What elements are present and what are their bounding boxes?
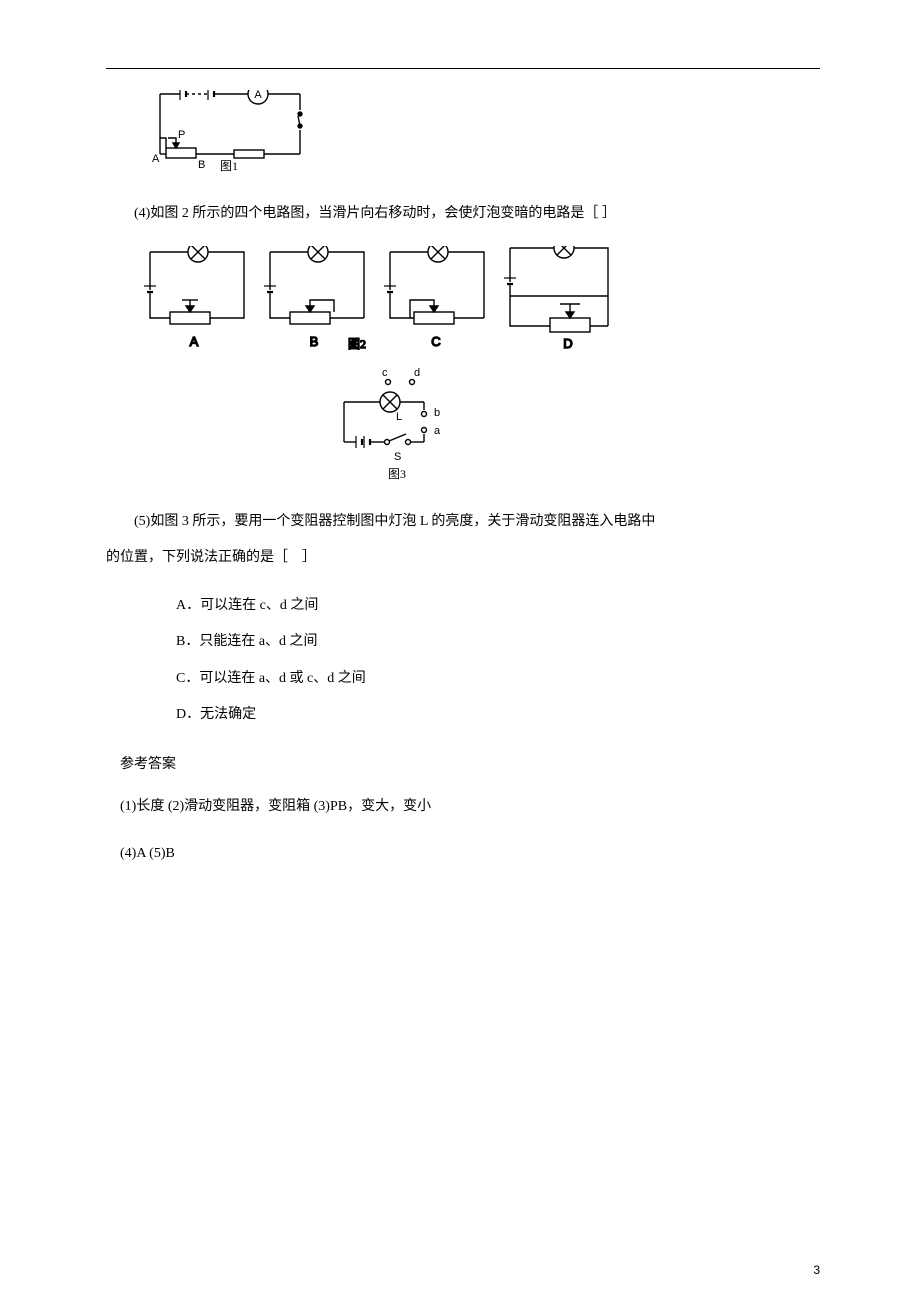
- fig2-D: D: [563, 336, 572, 351]
- fig1-A: A: [152, 153, 160, 165]
- option-D: D．无法确定: [176, 697, 820, 733]
- ammeter-label: A: [254, 90, 262, 101]
- figure-2: A B 图2: [144, 246, 820, 356]
- q4-text: (4)如图 2 所示的四个电路图，当滑片向右移动时，会使灯泡变暗的电路是［ ］: [106, 200, 820, 228]
- fig2-C: C: [431, 334, 440, 349]
- option-C: C．可以连在 a、d 或 c、d 之间: [176, 661, 820, 697]
- option-A: A．可以连在 c、d 之间: [176, 588, 820, 624]
- answers-heading: 参考答案: [120, 754, 820, 776]
- page-number: 3: [813, 1261, 820, 1280]
- options-block: A．可以连在 c、d 之间 B．只能连在 a、d 之间 C．可以连在 a、d 或…: [176, 588, 820, 734]
- fig1-P: P: [178, 129, 185, 141]
- q5-line2: 的位置，下列说法正确的是［ ］: [106, 544, 820, 572]
- fig2-caption: 图2: [348, 337, 366, 351]
- fig2-B: B: [310, 334, 319, 349]
- q5-line1: (5)如图 3 所示，要用一个变阻器控制图中灯泡 L 的亮度，关于滑动变阻器连入…: [106, 508, 820, 536]
- fig3-a: a: [434, 425, 441, 437]
- answers-line1: (1)长度 (2)滑动变阻器，变阻箱 (3)PB，变大，变小: [120, 792, 820, 823]
- answers-line2: (4)A (5)B: [120, 839, 820, 870]
- fig1-B: B: [198, 159, 205, 171]
- fig1-caption: 图1: [220, 159, 238, 173]
- fig3-L: L: [396, 411, 402, 423]
- figure-1: A P A B 图1: [142, 90, 820, 176]
- figure-3: c d L b a S 图3: [334, 366, 820, 484]
- fig3-b: b: [434, 407, 440, 419]
- fig3-d: d: [414, 367, 420, 379]
- fig3-caption: 图3: [388, 467, 406, 481]
- option-B: B．只能连在 a、d 之间: [176, 624, 820, 660]
- fig3-S: S: [394, 451, 401, 463]
- fig2-A: A: [190, 334, 199, 349]
- fig3-c: c: [382, 367, 388, 379]
- top-rule: [106, 68, 820, 69]
